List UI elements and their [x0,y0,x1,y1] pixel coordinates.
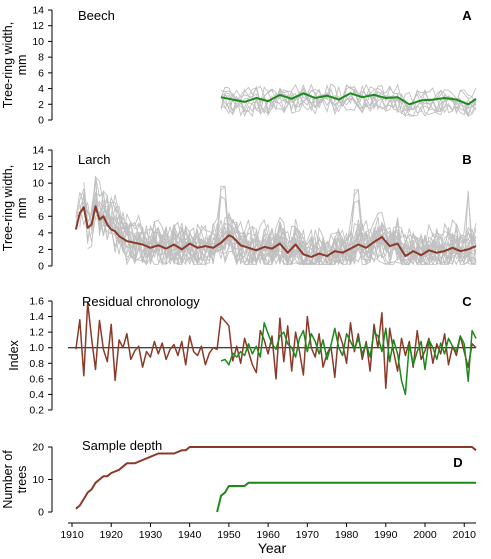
panel-c: 0.2 0.4 0.6 0.8 1.0 1.2 1.4 1.6 Residual chrono… [7,294,477,417]
y-tick-label: 10 [32,36,44,48]
x-tick-label: 1950 [217,529,241,541]
y-tick-label: 1.6 [29,296,44,308]
panel-c-letter: C [462,294,472,309]
y-tick-label: 8 [38,52,44,64]
panel-b-letter: B [462,152,471,167]
y-tick-label: 1.0 [29,342,44,354]
panel-c-title: Residual chronology [82,294,200,309]
individual-tree-series [220,91,477,118]
x-tick-label: 1960 [256,529,280,541]
panel-d-y-ticks: 0 10 20 [32,442,52,519]
x-tick-label: 2000 [413,529,437,541]
y-tick-label: 4 [38,83,44,95]
individual-tree-series [75,189,477,265]
x-axis-ticks: 1910 1920 1930 1940 1950 1960 1970 1980 1990 2000… [60,523,476,541]
series-line-2 [220,322,477,396]
y-tick-label: 2 [38,244,44,256]
y-label-line: mm [15,55,29,76]
series-line-1 [74,205,477,258]
panel-d-letter: D [453,455,462,470]
individual-tree-series [220,94,477,117]
panel-c-y-label: Index [7,339,21,370]
panel-b-title: Larch [78,152,111,167]
x-tick-label: 1990 [374,529,398,541]
y-tick-label: 6 [38,211,44,223]
y-tick-label: 0 [38,261,44,273]
panel-d-y-label: Number oftrees [1,450,29,509]
panel-a: 0 2 4 6 8 10 12 14 Beech A Tree-ring width,mm [1,5,477,127]
y-tick-label: 10 [32,474,44,486]
y-tick-label: 0 [38,507,44,519]
y-tick-label: 0.6 [29,373,44,385]
y-label-line: Tree-ring width, [1,22,15,108]
panel-b-series [74,205,477,258]
x-tick-label: 1970 [296,529,320,541]
y-tick-label: 0.2 [29,405,44,417]
x-tick-label: 1910 [60,529,84,541]
y-tick-label: 20 [32,442,44,454]
panel-b: 0 2 4 6 8 10 12 14 Larch B Tree-ring width,mm [1,145,477,273]
series-line-1 [220,92,477,106]
y-tick-label: 12 [32,20,44,32]
y-tick-label: 1.4 [29,311,44,323]
panel-c-series [75,301,477,396]
panel-b-individual-series [75,175,477,267]
y-label-line: Index [7,339,21,370]
individual-tree-series [79,178,477,266]
x-tick-label: 1940 [178,529,202,541]
x-tick-label: 1980 [335,529,359,541]
panel-a-letter: A [462,8,472,23]
y-tick-label: 4 [38,227,44,239]
y-label-line: trees [15,466,29,494]
panel-d-series [75,446,477,513]
panel-d: 0 10 20 Sample depth D Number oftrees [1,438,477,519]
series-line-1 [75,446,477,510]
y-tick-label: 6 [38,67,44,79]
panel-b-y-ticks: 0 2 4 6 8 10 12 14 [32,145,52,273]
y-label-line: Number of [1,450,15,509]
y-tick-label: 14 [32,145,44,157]
x-tick-label: 2010 [453,529,477,541]
series-line-2 [216,481,476,513]
y-tick-label: 10 [32,178,44,190]
panel-a-title: Beech [78,8,115,23]
y-label-line: mm [15,198,29,219]
panel-b-y-label: Tree-ring width,mm [1,165,29,251]
x-axis-label: Year [258,540,287,556]
y-tick-label: 2 [38,99,44,111]
y-tick-label: 12 [32,161,44,173]
y-tick-label: 8 [38,194,44,206]
y-tick-label: 0.4 [29,389,44,401]
panel-a-y-ticks: 0 2 4 6 8 10 12 14 [32,5,52,127]
series-line-1 [75,301,477,389]
x-axis: 1910 1920 1930 1940 1950 1960 1970 1980 1990 2000… [60,522,476,556]
individual-tree-series [79,204,477,266]
panel-a-series [220,92,477,106]
panel-c-y-ticks: 0.2 0.4 0.6 0.8 1.0 1.2 1.4 1.6 [29,296,52,417]
individual-tree-series [87,191,477,265]
y-label-line: Tree-ring width, [1,165,15,251]
panel-a-y-label: Tree-ring width,mm [1,22,29,108]
individual-tree-series [79,181,477,266]
y-tick-label: 1.2 [29,327,44,339]
x-tick-label: 1930 [139,529,163,541]
y-tick-label: 14 [32,5,44,17]
x-tick-label: 1920 [100,529,124,541]
panel-a-individual-series [220,83,477,118]
panel-d-title: Sample depth [82,438,162,453]
y-tick-label: 0 [38,115,44,127]
y-tick-label: 0.8 [29,358,44,370]
